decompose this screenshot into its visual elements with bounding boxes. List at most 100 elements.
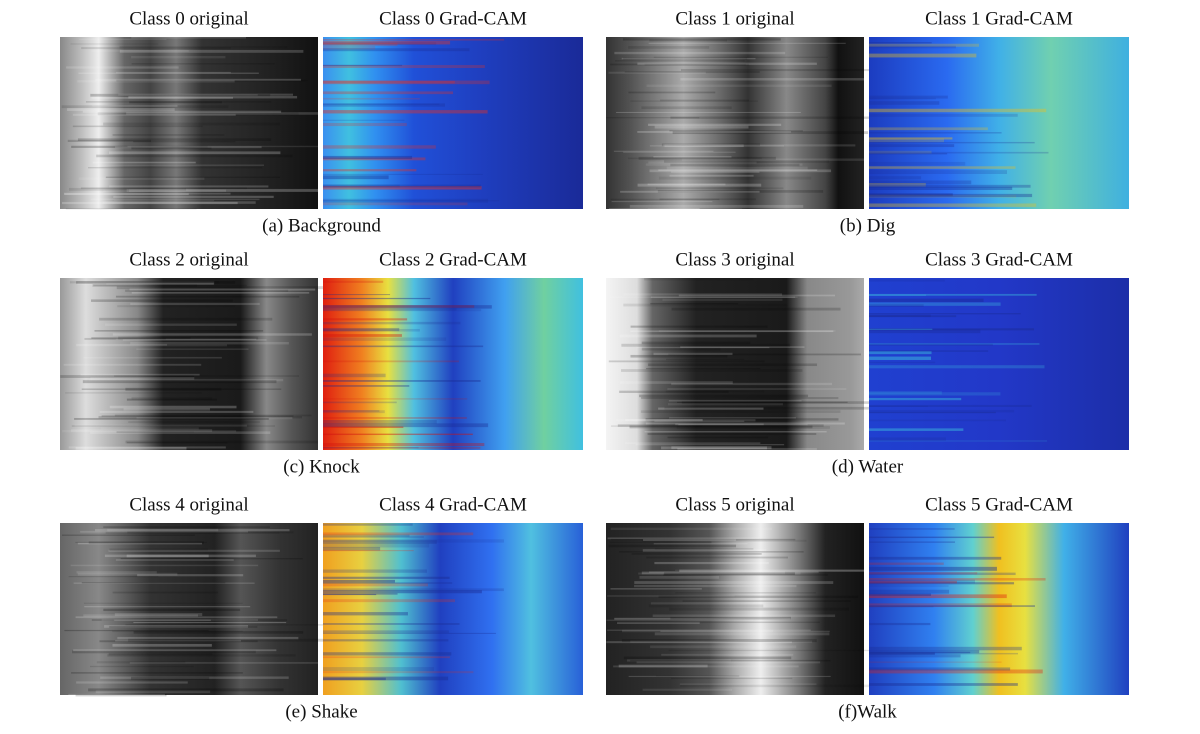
image-texture [628,46,710,49]
image-texture [109,625,258,628]
image-texture [680,684,883,688]
image-texture [661,143,760,147]
heat-stripe [869,113,1018,117]
heat-stripe [323,380,481,382]
image-texture [122,339,267,341]
image-texture [620,190,760,193]
heat-stripe [323,639,449,642]
image-texture [610,198,720,201]
image-texture [91,299,233,302]
image-texture [116,79,308,82]
image-texture [131,63,275,65]
heat-stripe [323,593,398,595]
heat-stripe [869,45,956,49]
image-texture [623,656,792,660]
heat-stripe [869,405,928,407]
image-texture [128,189,321,192]
image-texture [634,581,834,584]
image-texture [630,640,813,643]
image-texture [679,569,881,572]
heat-stripe [869,138,945,143]
image-texture [63,363,202,366]
heat-stripe [869,132,1002,134]
image-texture [648,42,846,44]
image-texture [75,616,278,619]
heat-stripe [869,356,932,360]
gradcam-image [869,278,1129,450]
image-texture [125,440,318,444]
heat-stripe [323,410,380,412]
heat-stripe [323,45,376,50]
image-texture [608,208,700,210]
image-texture [650,602,757,605]
image-texture [71,672,243,674]
image-texture [634,584,797,588]
image-texture [131,676,210,680]
image-texture [641,347,721,351]
image-texture [671,307,841,311]
heat-stripe [323,373,386,378]
heat-stripe [323,110,488,114]
heat-stripe [869,419,1006,422]
image-texture [621,639,817,643]
image-texture [80,373,200,376]
image-texture [130,341,289,345]
image-texture [70,429,213,432]
image-texture [642,688,733,691]
image-texture [70,43,159,45]
image-texture [617,424,824,427]
heat-stripe [323,398,468,400]
heat-stripe [323,122,407,127]
image-texture [671,446,772,450]
image-texture [636,346,770,349]
image-texture [623,57,748,60]
image-texture [97,112,299,116]
image-texture [131,55,226,59]
heat-stripe [323,119,405,121]
image-texture [671,171,760,173]
image-texture [648,363,818,367]
heat-stripe [869,536,995,539]
image-texture [100,676,289,679]
heat-stripe [323,420,437,424]
image-texture [629,204,804,208]
heat-stripe [323,539,504,543]
image-texture [101,415,294,417]
heat-stripe [323,540,437,544]
heat-stripe [869,361,936,364]
heat-stripe [869,137,953,140]
image-texture [67,108,175,111]
image-texture [644,430,827,433]
heat-stripe [869,313,1021,315]
panel: Class 4 original Class 4 Grad-CAM (e) Shak… [60,494,583,722]
heat-stripe [323,334,402,337]
heat-stripe [869,572,978,575]
image-texture [658,330,836,332]
image-texture [88,167,263,169]
gradcam-title: Class 5 Grad-CAM [925,494,1073,515]
image-texture [77,80,235,83]
image-texture [630,100,759,102]
image-texture [670,677,793,680]
image-texture [664,144,744,148]
heat-stripe [323,417,467,419]
image-texture [646,84,832,87]
heat-stripe [323,583,428,587]
heat-stripe [869,183,926,187]
image-texture [118,336,259,340]
image-texture [644,63,746,66]
image-texture [669,417,796,419]
heat-stripe [323,630,449,633]
heat-stripe [869,411,996,414]
heat-stripe [323,612,408,616]
image-texture [78,177,205,180]
image-texture [669,607,849,611]
image-texture [131,397,213,400]
heat-stripe [323,297,431,300]
heat-stripe [323,423,489,428]
image-texture [94,330,264,332]
image-texture [607,629,811,631]
image-texture [96,661,186,664]
heat-stripe [323,582,453,584]
heat-stripe [869,605,934,608]
